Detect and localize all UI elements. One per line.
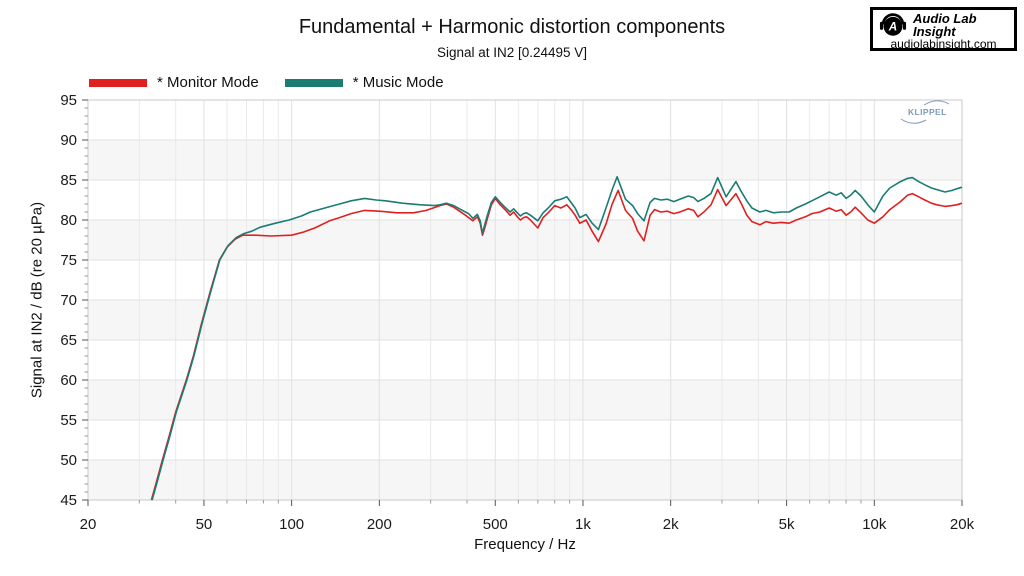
- legend-label-0: * Monitor Mode: [157, 74, 259, 91]
- y-band: [88, 140, 962, 180]
- x-tick-label: 10k: [862, 516, 887, 533]
- y-tick-label: 50: [60, 452, 77, 469]
- chart-legend: * Monitor Mode * Music Mode: [89, 74, 470, 91]
- logo-line2: Insight: [913, 23, 956, 39]
- legend-item-1: * Music Mode: [284, 74, 444, 91]
- y-band: [88, 300, 962, 340]
- y-band: [88, 460, 962, 500]
- klippel-watermark: KLIPPEL: [900, 100, 950, 124]
- x-tick-label: 5k: [779, 516, 795, 533]
- chart-plot-area: 20 50 100 200 500 1k 2k 5k 10k 20k 45 50 55 60 65 70 75 8…: [60, 92, 975, 533]
- x-tick-label: 500: [483, 516, 508, 533]
- x-tick-label: 1k: [575, 516, 591, 533]
- y-tick-label: 60: [60, 372, 77, 389]
- x-tick-label: 20: [80, 516, 97, 533]
- chart-title: Fundamental + Harmonic distortion compon…: [298, 16, 726, 38]
- audio-lab-insight-logo: A Audio Lab Insight audiolabinsight.com: [870, 7, 1017, 51]
- y-tick-label: 65: [60, 332, 77, 349]
- logo-line1: Audio Lab: [913, 10, 977, 26]
- legend-label-1: * Music Mode: [352, 74, 444, 91]
- series-line-1: [151, 176, 963, 501]
- chart-subtitle: Signal at IN2 [0.24495 V]: [436, 45, 588, 60]
- y-tick-label: 95: [60, 92, 77, 109]
- watermark-arc: [900, 118, 927, 124]
- x-tick-label: 20k: [950, 516, 975, 533]
- x-tick-label: 50: [196, 516, 213, 533]
- headphones-icon: A: [879, 13, 907, 36]
- y-tick-label: 55: [60, 412, 77, 429]
- y-band: [88, 220, 962, 260]
- series-line-0: [150, 188, 963, 501]
- watermark-arc: [923, 100, 950, 106]
- y-tick-label: 45: [60, 492, 77, 509]
- x-tick-label: 100: [279, 516, 304, 533]
- x-tick-label: 2k: [663, 516, 679, 533]
- x-axis-title: Frequency / Hz: [474, 536, 576, 553]
- y-band: [88, 380, 962, 420]
- x-tick-label: 200: [367, 516, 392, 533]
- y-tick-label: 80: [60, 212, 77, 229]
- svg-text:A: A: [888, 20, 897, 33]
- legend-item-0: * Monitor Mode: [89, 74, 259, 91]
- watermark-text: KLIPPEL: [908, 107, 947, 117]
- legend-swatch-0: [89, 78, 147, 87]
- logo-domain: audiolabinsight.com: [890, 37, 997, 51]
- logo-top-row: A Audio Lab Insight: [873, 10, 1014, 38]
- y-tick-label: 85: [60, 172, 77, 189]
- y-tick-label: 70: [60, 292, 77, 309]
- logo-wordmark: Audio Lab Insight: [913, 12, 977, 38]
- legend-swatch-1: [284, 78, 343, 87]
- y-tick-label: 90: [60, 132, 77, 149]
- y-tick-label: 75: [60, 252, 77, 269]
